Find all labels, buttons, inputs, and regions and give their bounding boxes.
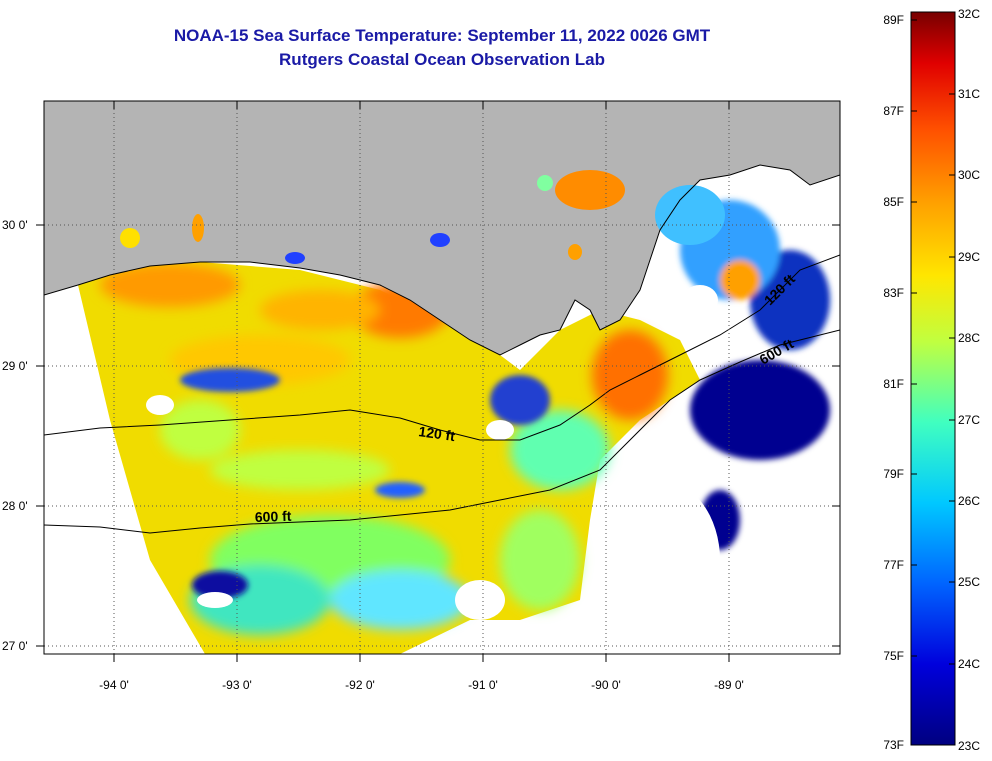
- map-content: [44, 101, 840, 654]
- x-tick-label: -89 0': [714, 678, 744, 692]
- contour-label-600ft: 600 ft: [255, 508, 292, 525]
- colorbar-f-label: 85F: [883, 195, 904, 209]
- x-tick-label: -93 0': [222, 678, 252, 692]
- grid-lines: [44, 101, 840, 654]
- colorbar-c-label: 23C: [958, 739, 980, 753]
- colorbar-c-label: 24C: [958, 657, 980, 671]
- colorbar-c-label: 25C: [958, 575, 980, 589]
- colorbar: [910, 11, 956, 746]
- map-frame: [43, 100, 841, 655]
- x-tick-label: -91 0': [468, 678, 498, 692]
- nodata-holes: [146, 285, 840, 640]
- colorbar-f-label: 77F: [883, 558, 904, 572]
- cloud-patches: [180, 200, 830, 599]
- colorbar-c-label: 31C: [958, 87, 980, 101]
- contour-600ft: [44, 329, 840, 534]
- inland-water: [120, 170, 725, 264]
- land-mass: [44, 101, 840, 355]
- coastline: [44, 164, 840, 356]
- colorbar-ticks: [911, 19, 955, 665]
- y-tick-label: 29 0': [2, 359, 28, 373]
- contour-label-120ft: 120 ft: [418, 423, 457, 444]
- colorbar-f-label: 73F: [883, 738, 904, 752]
- y-tick-label: 28 0': [2, 499, 28, 513]
- colorbar-f-label: 79F: [883, 467, 904, 481]
- tick-marks: [36, 101, 840, 662]
- colorbar-f-label: 75F: [883, 649, 904, 663]
- colorbar-c-label: 29C: [958, 250, 980, 264]
- contour-120ft: [44, 254, 840, 441]
- colorbar-c-label: 26C: [958, 494, 980, 508]
- y-tick-label: 30 0': [2, 218, 28, 232]
- map-subtitle: Rutgers Coastal Ocean Observation Lab: [279, 50, 605, 69]
- x-tick-label: -94 0': [99, 678, 129, 692]
- x-tick-label: -90 0': [591, 678, 621, 692]
- colorbar-f-label: 87F: [883, 104, 904, 118]
- cool-regions: [160, 400, 610, 635]
- map-title: NOAA-15 Sea Surface Temperature: Septemb…: [173, 26, 711, 45]
- colorbar-c-label: 28C: [958, 331, 980, 345]
- y-tick-label: 27 0': [2, 639, 28, 653]
- colorbar-f-label: 83F: [883, 286, 904, 300]
- colorbar-f-label: 89F: [883, 13, 904, 27]
- x-tick-label: -92 0': [345, 678, 375, 692]
- colorbar-c-label: 27C: [958, 413, 980, 427]
- colorbar-c-label: 30C: [958, 168, 980, 182]
- colorbar-f-label: 81F: [883, 377, 904, 391]
- colorbar-c-label: 32C: [958, 7, 980, 21]
- warm-regions: [100, 263, 668, 420]
